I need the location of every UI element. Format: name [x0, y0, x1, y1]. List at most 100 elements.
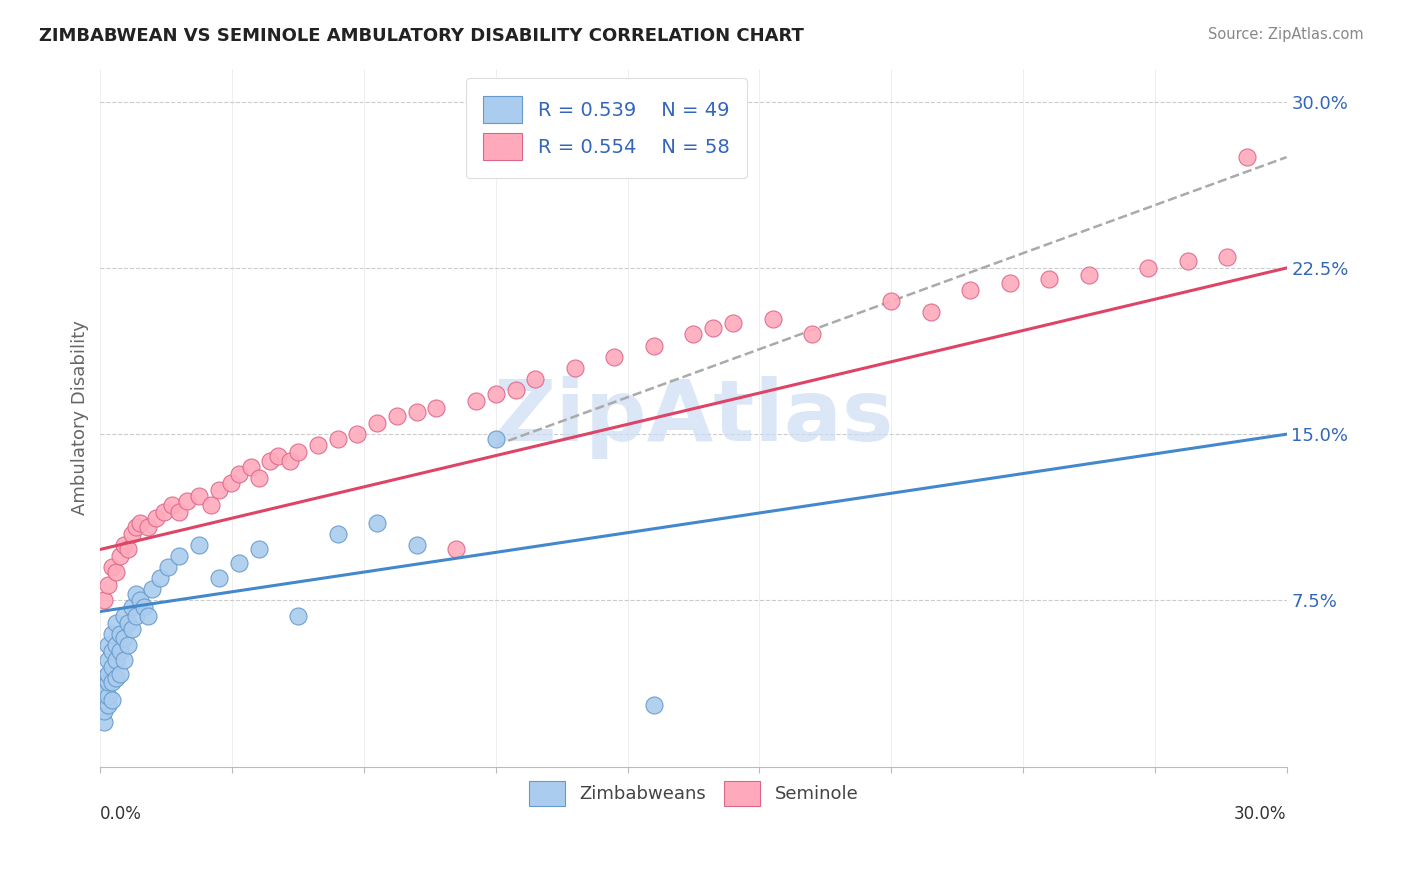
Point [97, 578, 120, 592]
Point [1236, 150, 1258, 164]
Point [108, 549, 131, 563]
Point [1038, 272, 1060, 286]
Y-axis label: Ambulatory Disability: Ambulatory Disability [72, 320, 89, 515]
Point [208, 571, 231, 585]
Point [93, 671, 115, 685]
Point [259, 454, 281, 468]
Point [880, 294, 903, 309]
Point [112, 653, 135, 667]
Point [564, 360, 586, 375]
Point [117, 638, 139, 652]
Point [188, 538, 211, 552]
Point [702, 320, 724, 334]
Point [721, 317, 744, 331]
Point [108, 666, 131, 681]
Point [101, 675, 124, 690]
Point [524, 372, 547, 386]
Point [160, 498, 183, 512]
Point [125, 520, 148, 534]
Point [117, 542, 139, 557]
Point [1216, 250, 1239, 264]
Point [425, 401, 447, 415]
Point [366, 516, 388, 530]
Point [121, 527, 143, 541]
Point [132, 600, 155, 615]
Point [136, 520, 159, 534]
Point [141, 582, 163, 597]
Point [200, 498, 222, 512]
Point [125, 608, 148, 623]
Point [505, 383, 527, 397]
Point [307, 438, 329, 452]
Point [97, 689, 120, 703]
Point [1137, 260, 1160, 275]
Point [1077, 268, 1099, 282]
Text: ZIMBABWEAN VS SEMINOLE AMBULATORY DISABILITY CORRELATION CHART: ZIMBABWEAN VS SEMINOLE AMBULATORY DISABI… [39, 27, 804, 45]
Point [152, 505, 174, 519]
Point [326, 432, 349, 446]
Point [267, 450, 290, 464]
Point [346, 427, 368, 442]
Text: 30.0%: 30.0% [1234, 805, 1286, 823]
Point [97, 653, 120, 667]
Point [112, 631, 135, 645]
Point [105, 638, 128, 652]
Point [93, 681, 115, 696]
Point [149, 571, 172, 585]
Point [101, 644, 124, 658]
Point [121, 600, 143, 615]
Point [405, 405, 427, 419]
Point [366, 416, 388, 430]
Point [208, 483, 231, 497]
Point [465, 393, 488, 408]
Point [112, 538, 135, 552]
Point [125, 587, 148, 601]
Point [169, 505, 191, 519]
Point [108, 644, 131, 658]
Point [228, 556, 250, 570]
Point [959, 283, 981, 297]
Point [97, 666, 120, 681]
Text: 0.0%: 0.0% [100, 805, 142, 823]
Point [247, 542, 270, 557]
Point [97, 698, 120, 712]
Point [169, 549, 191, 563]
Point [145, 511, 167, 525]
Point [117, 615, 139, 630]
Point [97, 675, 120, 690]
Point [998, 277, 1021, 291]
Point [219, 475, 242, 490]
Point [920, 305, 942, 319]
Point [1177, 254, 1199, 268]
Point [101, 660, 124, 674]
Point [128, 593, 150, 607]
Point [105, 671, 128, 685]
Point [444, 542, 467, 557]
Point [188, 489, 211, 503]
Point [278, 454, 301, 468]
Point [682, 327, 704, 342]
Point [93, 693, 115, 707]
Point [105, 653, 128, 667]
Point [287, 445, 309, 459]
Point [136, 608, 159, 623]
Point [93, 715, 115, 730]
Point [801, 327, 824, 342]
Point [247, 471, 270, 485]
Point [121, 622, 143, 636]
Point [156, 560, 179, 574]
Point [239, 460, 262, 475]
Point [101, 560, 124, 574]
Point [101, 693, 124, 707]
Point [287, 608, 309, 623]
Point [112, 608, 135, 623]
Point [485, 432, 508, 446]
Point [485, 387, 508, 401]
Point [603, 350, 626, 364]
Point [643, 338, 665, 352]
Legend: Zimbabweans, Seminole: Zimbabweans, Seminole [522, 773, 866, 814]
Point [326, 527, 349, 541]
Point [105, 565, 128, 579]
Text: Source: ZipAtlas.com: Source: ZipAtlas.com [1208, 27, 1364, 42]
Point [128, 516, 150, 530]
